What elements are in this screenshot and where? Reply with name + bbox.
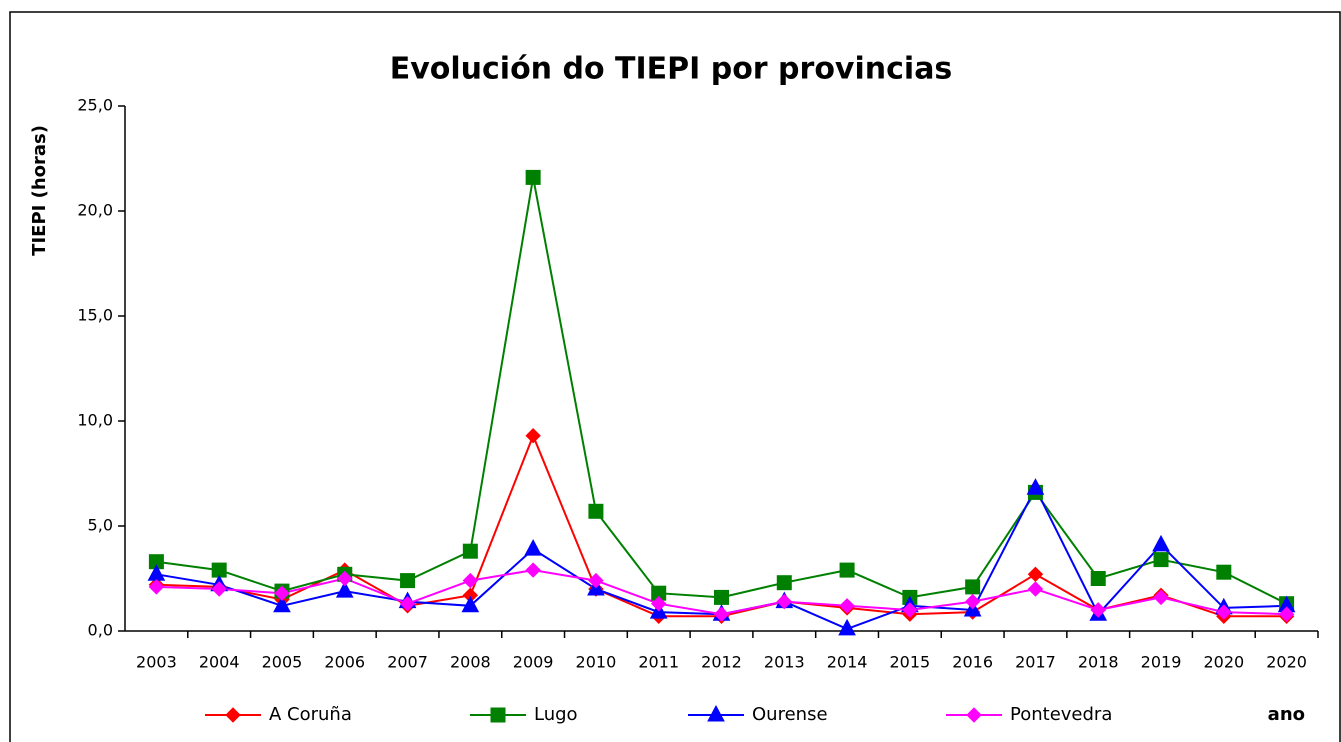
x-tick-label: 2015 (890, 653, 931, 672)
legend-label: Pontevedra (1010, 704, 1112, 725)
data-point (965, 579, 981, 595)
data-point (524, 539, 542, 556)
y-tick-label: 15,0 (77, 306, 113, 325)
data-point (1027, 581, 1044, 597)
data-point (839, 598, 855, 614)
data-point (1090, 571, 1106, 586)
legend-marker (490, 707, 506, 723)
chart-title: Evolución do TIEPI por provincias (390, 52, 953, 87)
chart-border (9, 11, 1341, 742)
data-point (713, 606, 730, 622)
data-point (1216, 604, 1232, 620)
y-tick-label: 20,0 (77, 201, 113, 220)
data-point (274, 585, 290, 601)
y-tick-label: 5,0 (88, 516, 113, 535)
data-point (1153, 552, 1169, 568)
legend-label: A Coruña (269, 704, 352, 725)
data-point (273, 595, 291, 613)
data-point (714, 589, 729, 605)
data-point (462, 572, 479, 589)
data-point (1090, 602, 1106, 618)
x-tick-label: 2007 (387, 653, 428, 672)
legend-marker (225, 707, 241, 723)
x-tick-label: 2020 (1203, 653, 1244, 672)
data-point (211, 581, 227, 597)
x-tick-label: 2012 (701, 653, 742, 672)
legend-marker (707, 704, 725, 722)
data-point (337, 570, 353, 587)
x-tick-label: 2013 (764, 653, 805, 672)
x-tick-label: 2003 (136, 653, 177, 672)
legend-label: Lugo (534, 704, 578, 725)
y-axis-label: TIEPI (horas) (29, 125, 50, 256)
data-point (1153, 589, 1169, 606)
data-point (1026, 478, 1045, 495)
x-tick-label: 2008 (450, 653, 491, 672)
data-point (1216, 564, 1232, 580)
data-point (588, 503, 604, 519)
data-point (525, 562, 541, 578)
data-point (148, 579, 165, 595)
data-point (335, 581, 354, 598)
data-point (776, 593, 792, 610)
data-point (964, 593, 981, 610)
data-point (1152, 534, 1170, 552)
y-tick-label: 25,0 (77, 96, 113, 115)
y-tick-label: 0,0 (88, 621, 113, 640)
data-point (525, 169, 541, 185)
data-point (902, 602, 918, 618)
x-tick-label: 2006 (324, 653, 365, 672)
data-point (776, 575, 792, 591)
x-tick-label: 2016 (952, 653, 993, 672)
x-tick-label: 2010 (576, 653, 617, 672)
data-point (1027, 566, 1044, 583)
data-point (1278, 606, 1295, 622)
data-point (838, 618, 856, 636)
x-axis-label: ano (1268, 704, 1305, 725)
legend-label: Ourense (752, 704, 828, 725)
x-tick-label: 2018 (1078, 653, 1119, 672)
x-tick-label: 2020 (1266, 653, 1307, 672)
data-point (525, 427, 541, 444)
series-line (156, 433, 1287, 618)
data-point (462, 543, 478, 559)
data-point (399, 595, 416, 612)
data-point (839, 562, 855, 578)
x-tick-label: 2011 (638, 653, 679, 672)
data-point (651, 595, 667, 612)
data-point (588, 572, 604, 589)
x-tick-label: 2004 (199, 653, 240, 672)
x-tick-label: 2017 (1015, 653, 1056, 672)
x-tick-label: 2009 (513, 653, 554, 672)
y-tick-label: 10,0 (77, 411, 113, 430)
legend-marker (966, 707, 982, 723)
data-point (461, 595, 480, 613)
x-tick-label: 2005 (262, 653, 303, 672)
series-line (156, 177, 1288, 605)
x-tick-label: 2019 (1141, 653, 1182, 672)
x-tick-label: 2014 (827, 653, 868, 672)
data-point (400, 573, 416, 589)
